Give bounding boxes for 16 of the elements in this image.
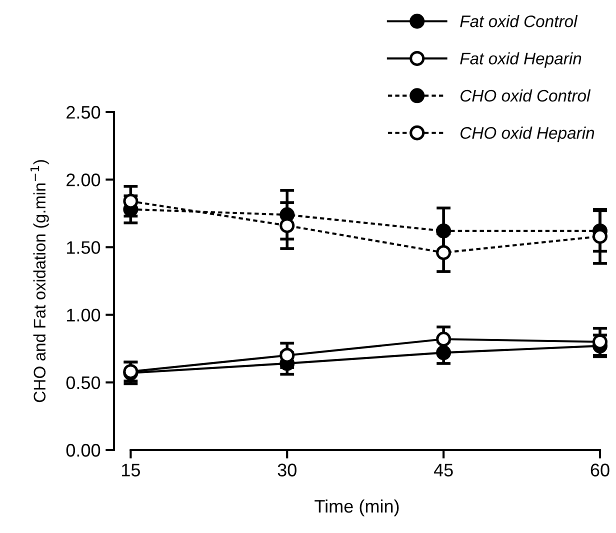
x-tick-label: 45 [434, 464, 453, 476]
legend-label: CHO oxid Heparin [460, 126, 594, 142]
x-tick-label: 15 [122, 464, 140, 476]
y-tick-label: 0.50 [66, 376, 100, 390]
legend-label: Fat oxid Heparin [460, 52, 582, 68]
y-axis-title: CHO and Fat oxidation (g.min$^{−1}$) [30, 160, 49, 402]
y-tick-label: 1.00 [67, 308, 100, 322]
x-tick-label: 60 [590, 464, 610, 476]
x-tick-label: 30 [278, 464, 296, 476]
x-axis-title: Time (min) [314, 499, 399, 516]
y-tick-label: 2.00 [66, 174, 100, 186]
y-tick-label: 2.50 [66, 106, 100, 119]
legend-label: Fat oxid Control [460, 15, 578, 28]
y-tick-label: 0.00 [66, 444, 100, 457]
legend-label: CHO oxid Control [460, 89, 591, 102]
y-tick-label: 1.50 [67, 241, 100, 254]
